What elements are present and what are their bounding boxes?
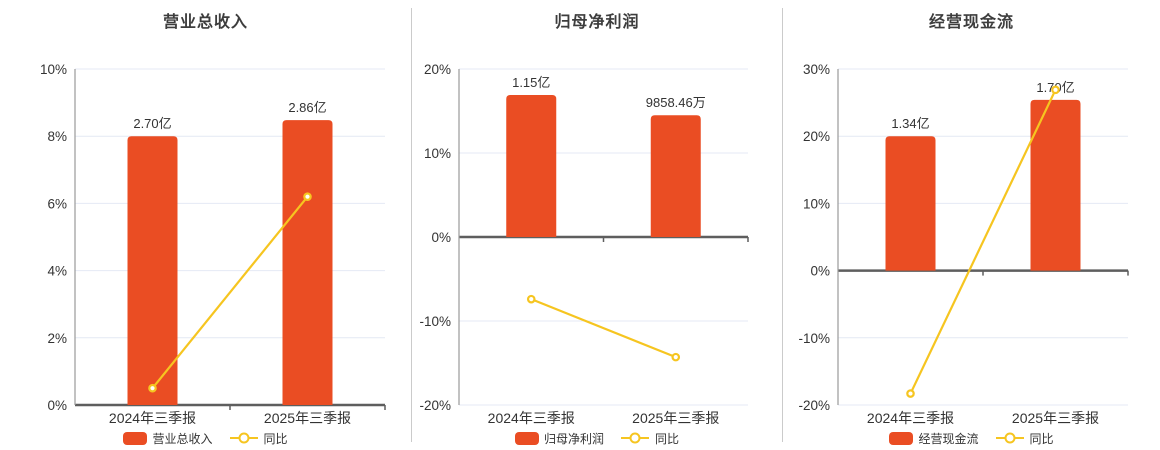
x-axis-label: 2024年三季报 <box>109 410 196 426</box>
legend-label: 同比 <box>1029 431 1054 446</box>
legend-label: 同比 <box>263 431 288 446</box>
bar <box>885 136 936 271</box>
y-axis-tick-label: 6% <box>47 196 67 211</box>
legend-item-bar[interactable]: 经营现金流 <box>889 430 979 447</box>
x-axis-label: 2024年三季报 <box>867 410 954 426</box>
x-axis-label: 2025年三季报 <box>1012 410 1099 426</box>
x-axis-label: 2024年三季报 <box>488 410 575 426</box>
legend-item-line[interactable]: 同比 <box>229 430 288 447</box>
legend: 营业总收入 同比 <box>0 428 411 448</box>
bar-swatch <box>514 431 539 445</box>
legend-item-bar[interactable]: 营业总收入 <box>123 430 213 447</box>
y-axis-tick-label: 2% <box>47 331 67 346</box>
revenue-chart: 10% 8% 6% 4% 2% 0% 2.70亿 2024年三季报 2.86亿 2025年三季报 <box>40 62 386 426</box>
y-axis-tick-label: 0% <box>47 398 67 413</box>
legend: 归母净利润 同比 <box>412 428 782 448</box>
panel-revenue: 营业总收入 10% 8% 6% 4% 2% 0% 2.70亿 2024年三季报 2.86亿 202… <box>0 0 411 450</box>
bar <box>1030 99 1081 271</box>
y-axis-tick-label: -20% <box>798 398 830 413</box>
y-axis-tick-label: 8% <box>47 129 67 144</box>
y-axis-tick-label: 4% <box>47 264 67 279</box>
legend-label: 营业总收入 <box>152 431 213 446</box>
bar-swatch <box>889 431 914 445</box>
bar <box>282 120 333 406</box>
y-axis-tick-label: 10% <box>40 62 67 77</box>
net-profit-chart: 20% 10% 0% -10% -20% 1.15亿 2024年三季报 9858.46万 202… <box>419 62 749 426</box>
yoy-marker <box>906 389 915 398</box>
yoy-line <box>151 195 309 389</box>
legend-item-bar[interactable]: 归母净利润 <box>514 430 604 447</box>
y-axis-tick-label: -10% <box>419 314 451 329</box>
yoy-marker <box>148 383 157 393</box>
legend-item-line[interactable]: 同比 <box>620 430 679 447</box>
line-series-icon <box>621 432 649 444</box>
bar-value-label: 2.86亿 <box>288 100 326 115</box>
y-axis-tick-label: 20% <box>803 129 830 144</box>
panel-net-profit: 归母净利润 20% 10% 0% -10% -20% 1.15亿 2024年三季报 9858.… <box>412 0 782 450</box>
yoy-marker <box>303 192 312 201</box>
bar <box>127 136 178 405</box>
chart-title: 归母净利润 <box>554 14 640 31</box>
legend-label: 同比 <box>655 431 680 446</box>
x-axis-label: 2025年三季报 <box>264 410 351 426</box>
yoy-marker <box>671 352 681 362</box>
bar-swatch <box>123 431 148 445</box>
panel-divider <box>782 8 783 442</box>
y-axis-tick-label: 10% <box>803 196 830 211</box>
legend-label: 归母净利润 <box>543 431 604 446</box>
bar-value-label: 9858.46万 <box>646 95 706 110</box>
line-series-icon <box>995 432 1024 444</box>
bar <box>506 95 557 237</box>
y-axis-tick-label: 20% <box>424 62 451 77</box>
legend-item-line[interactable]: 同比 <box>995 430 1054 447</box>
bar-value-label: 1.15亿 <box>512 75 550 90</box>
y-axis-tick-label: -10% <box>798 331 830 346</box>
y-axis-tick-label: 0% <box>431 230 451 245</box>
bar-value-label: 2.70亿 <box>133 116 171 131</box>
y-axis-tick-label: -20% <box>419 398 451 413</box>
x-axis-label: 2025年三季报 <box>632 410 719 426</box>
chart-title: 经营现金流 <box>928 14 1014 31</box>
chart-title: 营业总收入 <box>162 14 248 31</box>
panel-cash-flow: 经营现金流 30%20%10%0%-10%-20%1.34亿2024年三季报1.… <box>783 0 1160 450</box>
legend: 经营现金流 同比 <box>783 428 1160 448</box>
yoy-marker <box>1051 85 1060 95</box>
legend-label: 经营现金流 <box>918 431 979 446</box>
line-series-icon <box>229 432 258 444</box>
panel-divider <box>411 8 412 442</box>
yoy-line <box>530 298 677 359</box>
yoy-line <box>909 89 1057 395</box>
y-axis-tick-label: 30% <box>803 62 830 77</box>
y-axis-tick-label: 10% <box>424 146 451 161</box>
bar <box>650 115 701 237</box>
cash-flow-chart: 30%20%10%0%-10%-20%1.34亿2024年三季报1.70亿202… <box>798 62 1129 426</box>
y-axis-tick-label: 0% <box>810 264 830 279</box>
bar-value-label: 1.34亿 <box>891 116 929 131</box>
yoy-marker <box>526 294 536 304</box>
